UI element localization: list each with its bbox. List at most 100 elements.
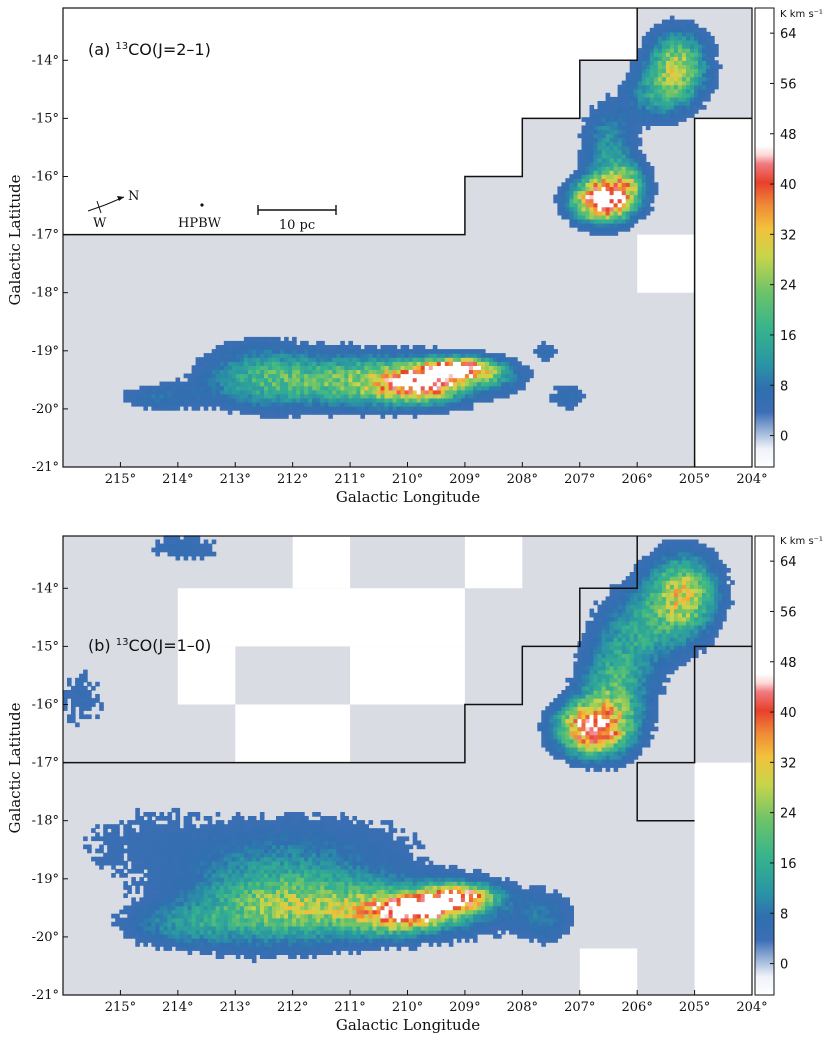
map-pixel	[300, 816, 305, 821]
map-pixel	[577, 178, 583, 183]
map-pixel	[304, 357, 309, 362]
map-pixel	[625, 117, 631, 122]
map-pixel	[247, 893, 253, 898]
map-pixel	[143, 844, 148, 850]
map-pixel	[211, 942, 217, 947]
map-pixel	[259, 921, 265, 927]
map-pixel	[714, 72, 719, 78]
map-pixel	[179, 946, 185, 951]
map-pixel	[243, 921, 249, 927]
map-pixel	[268, 340, 273, 346]
map-pixel	[460, 381, 466, 387]
map-pixel	[621, 170, 627, 175]
map-pixel	[432, 373, 438, 379]
map-pixel	[316, 397, 321, 403]
map-pixel	[657, 60, 663, 65]
map-pixel	[167, 852, 173, 858]
map-pixel	[344, 881, 349, 886]
map-pixel	[171, 385, 177, 391]
map-pixel	[613, 231, 619, 236]
map-pixel	[95, 694, 100, 699]
map-pixel	[597, 145, 603, 151]
map-pixel	[312, 373, 317, 379]
map-pixel	[316, 877, 321, 882]
map-pixel	[456, 377, 462, 383]
map-pixel	[223, 852, 229, 858]
map-pixel	[625, 92, 631, 98]
map-pixel	[673, 76, 679, 82]
map-pixel	[211, 913, 217, 919]
map-pixel	[207, 816, 213, 821]
map-pixel	[352, 393, 357, 399]
map-pixel	[384, 381, 390, 387]
map-pixel	[328, 950, 333, 955]
map-pixel	[231, 860, 237, 866]
map-pixel	[420, 369, 426, 375]
map-pixel	[589, 178, 595, 183]
map-pixel	[280, 860, 285, 866]
map-pixel	[215, 934, 221, 939]
map-pixel	[280, 852, 285, 858]
map-pixel	[300, 824, 305, 829]
map-pixel	[597, 129, 603, 135]
map-pixel	[380, 393, 386, 399]
map-pixel	[312, 848, 317, 854]
map-pixel	[191, 868, 197, 874]
map-pixel	[649, 68, 655, 74]
map-pixel	[183, 942, 189, 947]
map-pixel	[428, 389, 434, 395]
map-pixel	[79, 710, 84, 715]
map-pixel	[380, 893, 386, 898]
map-pixel	[143, 401, 148, 407]
map-pixel	[235, 909, 241, 915]
map-pixel	[259, 844, 265, 850]
map-pixel	[673, 27, 679, 33]
map-pixel	[348, 385, 353, 391]
map-pixel	[384, 889, 390, 894]
map-pixel	[621, 113, 627, 118]
map-pixel	[657, 105, 663, 110]
map-pixel	[280, 840, 285, 846]
map-pixel	[163, 393, 169, 399]
map-pixel	[376, 848, 382, 854]
map-pixel	[388, 369, 394, 375]
map-pixel	[344, 860, 349, 866]
map-pixel	[593, 113, 599, 118]
map-pixel	[589, 190, 595, 196]
map-pixel	[231, 909, 237, 915]
map-pixel	[308, 820, 313, 825]
map-pixel	[344, 824, 349, 829]
map-pixel	[364, 381, 369, 387]
map-pixel	[280, 929, 285, 935]
map-pixel	[637, 206, 643, 212]
map-pixel	[227, 345, 233, 350]
map-pixel	[163, 917, 169, 923]
map-pixel	[292, 901, 297, 907]
map-pixel	[340, 840, 345, 846]
map-pixel	[235, 824, 241, 829]
map-pixel	[649, 52, 655, 57]
map-pixel	[316, 381, 321, 387]
map-pixel	[259, 913, 265, 919]
map-pixel	[211, 885, 217, 890]
map-pixel	[268, 881, 273, 886]
map-pixel	[412, 389, 418, 395]
map-pixel	[380, 864, 386, 870]
map-pixel	[501, 385, 506, 391]
map-pixel	[280, 921, 285, 927]
map-pixel	[348, 946, 353, 951]
map-pixel	[657, 92, 663, 98]
map-pixel	[597, 227, 603, 232]
map-pixel	[714, 64, 719, 70]
map-pixel	[673, 64, 679, 70]
map-pixel	[127, 934, 132, 939]
map-pixel	[308, 864, 313, 870]
map-pixel	[276, 824, 281, 829]
map-pixel	[621, 153, 627, 159]
map-pixel	[581, 218, 587, 224]
map-pixel	[597, 190, 603, 196]
map-pixel	[227, 832, 233, 837]
map-pixel	[187, 832, 193, 837]
map-pixel	[440, 357, 446, 362]
map-pixel	[380, 921, 386, 927]
